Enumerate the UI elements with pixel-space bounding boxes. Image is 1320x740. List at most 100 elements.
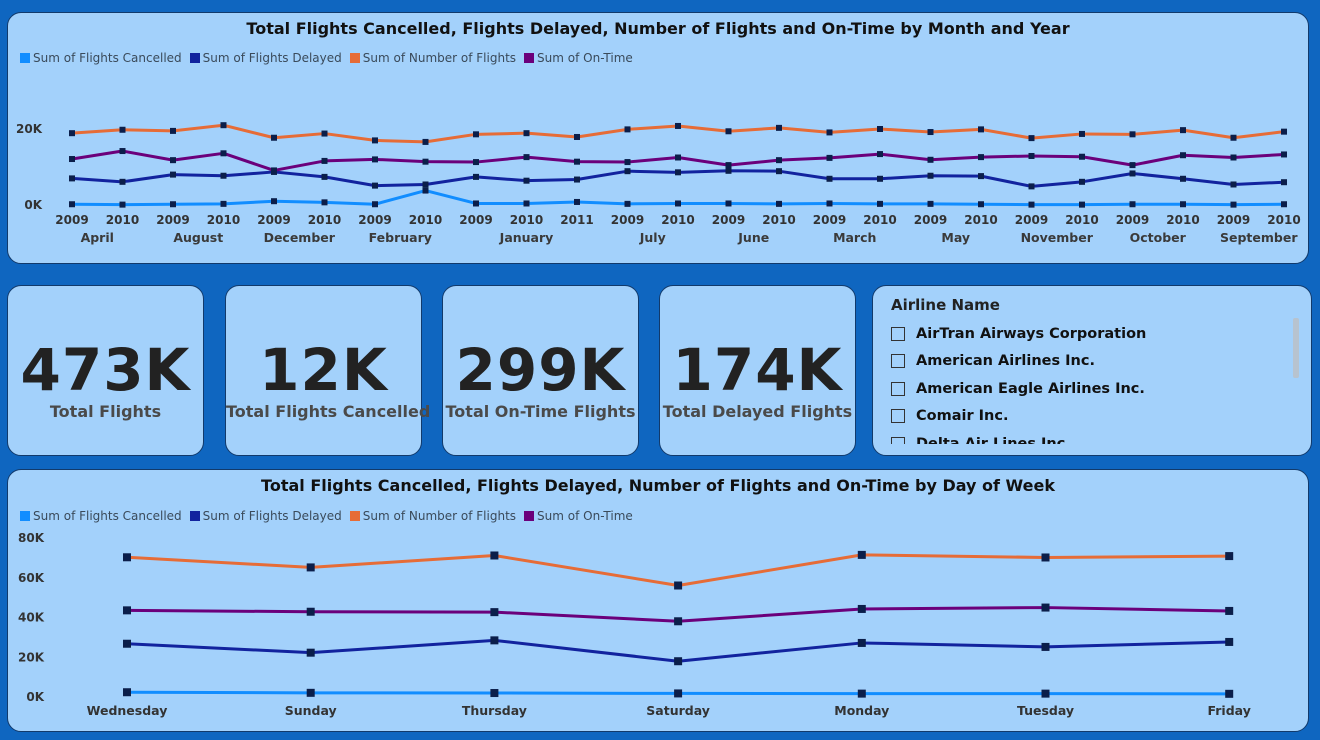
data-point-ontime bbox=[1079, 153, 1085, 160]
data-point-ontime bbox=[490, 608, 499, 617]
data-point-delayed bbox=[372, 182, 378, 189]
x-tick-label-year: 2010 bbox=[409, 213, 442, 227]
data-point-flights bbox=[978, 126, 984, 133]
y-tick-label: 0K bbox=[26, 690, 44, 704]
data-point-flights bbox=[674, 581, 683, 590]
data-point-ontime bbox=[1281, 151, 1287, 158]
data-point-cancelled bbox=[927, 200, 934, 207]
data-point-ontime bbox=[725, 162, 732, 169]
checkbox[interactable] bbox=[891, 409, 905, 424]
data-point-cancelled bbox=[1028, 201, 1035, 208]
kpi-value-total-delayed: 174K bbox=[672, 336, 843, 404]
kpi-value-total-cancelled: 12K bbox=[259, 336, 388, 404]
legend-item-ontime[interactable]: Sum of On-Time bbox=[524, 51, 633, 65]
x-tick-label-year: 2009 bbox=[156, 213, 189, 227]
data-point-delayed bbox=[69, 175, 75, 182]
legend-swatch-cancelled bbox=[20, 511, 30, 521]
checkbox[interactable] bbox=[891, 436, 905, 444]
data-point-flights bbox=[372, 137, 378, 144]
legend-item-delayed[interactable]: Sum of Flights Delayed bbox=[189, 509, 342, 523]
x-group-label-month: February bbox=[369, 230, 432, 245]
data-point-cancelled bbox=[1041, 689, 1050, 698]
slicer-item-label: AirTran Airways Corporation bbox=[916, 325, 1147, 342]
data-point-ontime bbox=[624, 159, 631, 166]
data-point-delayed bbox=[978, 173, 984, 180]
x-tick-label-year: 2010 bbox=[863, 213, 896, 227]
month-year-chart-title: Total Flights Cancelled, Flights Delayed… bbox=[246, 19, 1070, 38]
x-tick-label-day: Wednesday bbox=[87, 703, 168, 718]
data-point-flights bbox=[119, 126, 126, 133]
slicer-item[interactable]: Delta Air Lines Inc. bbox=[891, 430, 1283, 444]
data-point-flights bbox=[927, 129, 934, 136]
data-point-delayed bbox=[306, 648, 315, 657]
legend-item-flights[interactable]: Sum of Number of Flights bbox=[349, 509, 516, 523]
data-point-ontime bbox=[877, 151, 883, 158]
x-tick-label-year: 2009 bbox=[1217, 213, 1250, 227]
legend-item-cancelled[interactable]: Sum of Flights Cancelled bbox=[20, 509, 182, 523]
data-point-delayed bbox=[523, 177, 530, 184]
slicer-item-label: American Eagle Airlines Inc. bbox=[916, 380, 1145, 397]
data-point-delayed bbox=[1230, 181, 1237, 188]
x-tick-label-year: 2009 bbox=[257, 213, 290, 227]
data-point-cancelled bbox=[170, 201, 176, 208]
data-point-ontime bbox=[69, 156, 75, 163]
x-tick-label-year: 2010 bbox=[207, 213, 240, 227]
day-of-week-chart-title: Total Flights Cancelled, Flights Delayed… bbox=[261, 476, 1055, 495]
kpi-card-total-flights[interactable]: 473K Total Flights bbox=[7, 285, 204, 456]
x-tick-label-year: 2009 bbox=[813, 213, 846, 227]
data-point-cancelled bbox=[674, 689, 683, 698]
x-tick-label-year: 2009 bbox=[611, 213, 644, 227]
legend-swatch-ontime bbox=[524, 511, 535, 521]
data-point-ontime bbox=[271, 167, 277, 174]
kpi-card-total-delayed[interactable]: 174K Total Delayed Flights bbox=[659, 285, 856, 456]
checkbox[interactable] bbox=[891, 354, 905, 369]
data-point-cancelled bbox=[725, 200, 732, 207]
x-group-label-month: August bbox=[173, 230, 223, 245]
legend-item-cancelled[interactable]: Sum of Flights Cancelled bbox=[20, 51, 182, 65]
slicer-scrollbar[interactable] bbox=[1293, 318, 1299, 378]
data-point-ontime bbox=[372, 156, 378, 163]
kpi-card-total-cancelled[interactable]: 12K Total Flights Cancelled bbox=[225, 285, 430, 456]
slicer-item[interactable]: American Airlines Inc. bbox=[891, 348, 1283, 376]
kpi-card-total-ontime[interactable]: 299K Total On-Time Flights bbox=[442, 285, 639, 456]
x-tick-label-year: 2010 bbox=[762, 213, 795, 227]
data-point-delayed bbox=[220, 172, 227, 179]
data-point-ontime bbox=[422, 158, 429, 165]
legend-item-ontime[interactable]: Sum of On-Time bbox=[524, 509, 633, 523]
data-point-cancelled bbox=[321, 199, 328, 206]
data-point-flights bbox=[422, 138, 429, 145]
data-point-cancelled bbox=[1180, 201, 1186, 208]
legend-item-flights[interactable]: Sum of Number of Flights bbox=[349, 51, 517, 65]
legend-label-delayed: Sum of Flights Delayed bbox=[202, 509, 342, 523]
data-point-cancelled bbox=[119, 201, 126, 208]
data-point-ontime bbox=[119, 148, 126, 155]
checkbox[interactable] bbox=[891, 381, 905, 396]
day-of-week-chart-legend: Sum of Flights Cancelled Sum of Flights … bbox=[20, 509, 633, 523]
data-point-delayed bbox=[927, 172, 934, 179]
data-point-delayed bbox=[1028, 183, 1035, 190]
checkbox[interactable] bbox=[891, 326, 905, 341]
x-tick-label-year: 2009 bbox=[55, 213, 88, 227]
kpi-label-total-flights: Total Flights bbox=[49, 402, 162, 421]
data-point-cancelled bbox=[776, 200, 782, 207]
data-point-delayed bbox=[473, 173, 479, 180]
data-point-ontime bbox=[1225, 606, 1234, 615]
series-line-ontime bbox=[71, 149, 1285, 172]
x-tick-label-day: Sunday bbox=[285, 703, 337, 718]
slicer-item[interactable]: AirTran Airways Corporation bbox=[891, 320, 1283, 348]
legend-label-flights: Sum of Number of Flights bbox=[362, 51, 517, 65]
slicer-item[interactable]: Comair Inc. bbox=[891, 403, 1283, 431]
data-point-flights bbox=[1041, 553, 1050, 562]
legend-item-delayed[interactable]: Sum of Flights Delayed bbox=[189, 51, 342, 65]
data-point-cancelled bbox=[1281, 201, 1287, 208]
data-point-flights bbox=[220, 122, 227, 129]
data-point-flights bbox=[1281, 128, 1287, 135]
slicer-item[interactable]: American Eagle Airlines Inc. bbox=[891, 375, 1283, 403]
x-tick-label-year: 2010 bbox=[964, 213, 997, 227]
data-point-ontime bbox=[574, 158, 580, 165]
data-point-flights bbox=[725, 128, 732, 135]
data-point-delayed bbox=[1180, 175, 1186, 182]
month-year-chart-legend: Sum of Flights Cancelled Sum of Flights … bbox=[20, 51, 633, 65]
data-point-ontime bbox=[306, 607, 315, 616]
data-point-cancelled bbox=[306, 688, 315, 697]
